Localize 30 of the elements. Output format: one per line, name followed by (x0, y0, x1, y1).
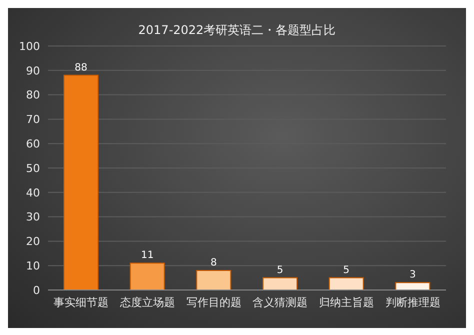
bar (395, 282, 430, 290)
data-label: 88 (74, 62, 88, 74)
y-tick-label: 20 (26, 235, 40, 248)
y-tick-label: 70 (26, 113, 40, 126)
y-tick-label: 0 (33, 284, 40, 297)
x-tick-label: 含义猜测题 (252, 296, 308, 309)
bar (196, 270, 232, 290)
chart-title: 2017-2022考研英语二・各题型占比 (137, 22, 337, 39)
y-tick-label: 100 (19, 40, 40, 53)
y-tick-label: 50 (26, 162, 40, 175)
x-tick-label: 归纳主旨题 (319, 296, 374, 309)
bar (64, 74, 98, 290)
bar (328, 277, 364, 290)
y-tick-label: 40 (26, 186, 40, 200)
data-label: 5 (276, 264, 284, 276)
x-tick-label: 事实细节题 (54, 296, 109, 309)
y-tick-label: 10 (26, 260, 40, 273)
x-tick-label: 写作目的题 (186, 296, 242, 309)
y-tick-label: 90 (26, 64, 40, 78)
data-label: 8 (210, 257, 217, 268)
data-label: 5 (343, 264, 350, 276)
y-tick-label: 30 (26, 210, 40, 224)
data-label: 11 (140, 250, 154, 262)
y-tick-label: 80 (26, 88, 40, 102)
x-tick-label: 态度立场题 (119, 296, 175, 309)
bar (130, 262, 165, 290)
bar (262, 277, 298, 290)
data-label: 3 (409, 270, 416, 281)
x-tick-label: 判断推理题 (385, 296, 440, 309)
y-tick-label: 60 (26, 138, 40, 151)
